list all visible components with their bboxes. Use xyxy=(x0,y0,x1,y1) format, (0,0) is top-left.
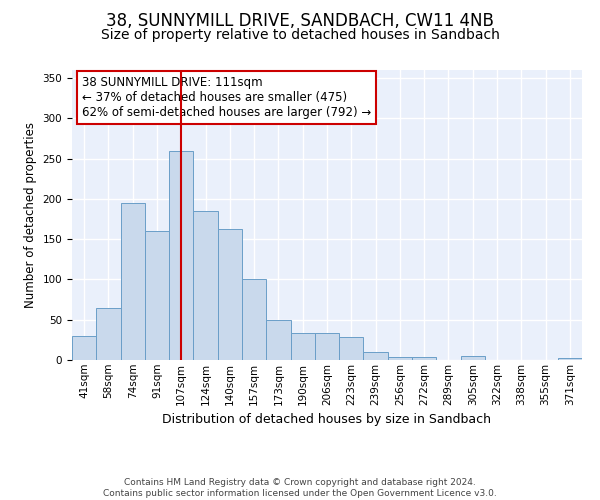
Bar xyxy=(242,278,266,360)
Bar xyxy=(121,203,145,360)
Bar xyxy=(96,308,121,360)
Bar xyxy=(315,334,339,360)
Bar xyxy=(412,357,436,360)
Text: 38 SUNNYMILL DRIVE: 111sqm
← 37% of detached houses are smaller (475)
62% of sem: 38 SUNNYMILL DRIVE: 111sqm ← 37% of deta… xyxy=(82,76,371,119)
Bar xyxy=(145,231,169,360)
Text: 38, SUNNYMILL DRIVE, SANDBACH, CW11 4NB: 38, SUNNYMILL DRIVE, SANDBACH, CW11 4NB xyxy=(106,12,494,30)
Bar xyxy=(339,336,364,360)
Bar xyxy=(266,320,290,360)
Text: Size of property relative to detached houses in Sandbach: Size of property relative to detached ho… xyxy=(101,28,499,42)
Bar xyxy=(218,228,242,360)
Bar xyxy=(193,211,218,360)
Bar xyxy=(388,357,412,360)
Bar xyxy=(364,352,388,360)
Bar xyxy=(461,356,485,360)
Bar xyxy=(72,336,96,360)
Bar xyxy=(169,150,193,360)
X-axis label: Distribution of detached houses by size in Sandbach: Distribution of detached houses by size … xyxy=(163,413,491,426)
Text: Contains HM Land Registry data © Crown copyright and database right 2024.
Contai: Contains HM Land Registry data © Crown c… xyxy=(103,478,497,498)
Y-axis label: Number of detached properties: Number of detached properties xyxy=(24,122,37,308)
Bar xyxy=(558,358,582,360)
Bar xyxy=(290,334,315,360)
